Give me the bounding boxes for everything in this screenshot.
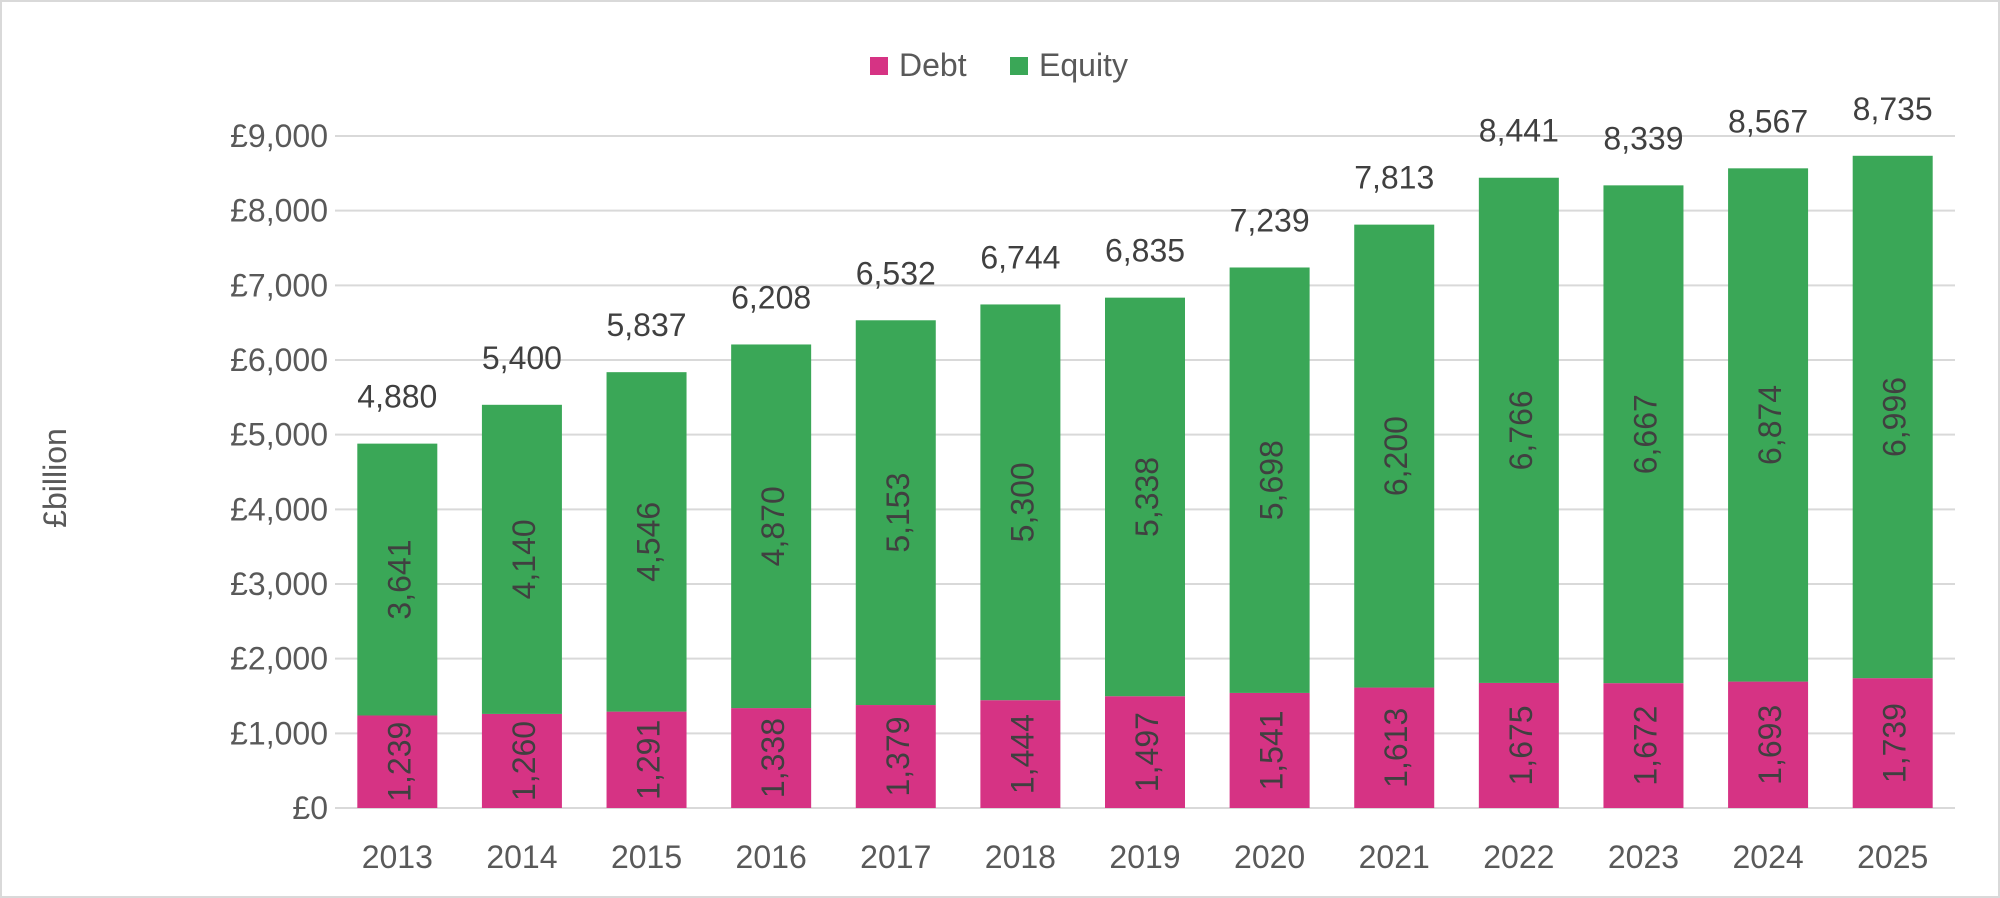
bar-debt-2018 [980, 700, 1061, 808]
x-tick-label: 2017 [860, 839, 931, 875]
y-tick-label: £1,000 [230, 715, 328, 751]
data-label-debt: 1,291 [631, 720, 667, 800]
total-label: 8,567 [1728, 103, 1808, 139]
bar-equity-2017 [855, 320, 936, 706]
total-label: 6,532 [856, 255, 936, 291]
data-label-equity: 6,874 [1752, 385, 1788, 465]
legend-label-equity: Equity [1039, 47, 1128, 83]
data-label-equity: 6,200 [1378, 416, 1414, 496]
data-label-equity: 5,300 [1004, 462, 1040, 542]
x-tick-label: 2024 [1732, 839, 1803, 875]
y-tick-label: £9,000 [230, 118, 328, 154]
legend-swatch-equity [1010, 57, 1028, 75]
data-label-equity: 6,996 [1877, 377, 1913, 457]
total-label: 8,735 [1853, 91, 1933, 127]
bar-debt-2023 [1603, 683, 1684, 808]
total-label: 8,339 [1603, 120, 1683, 156]
total-label: 5,400 [482, 340, 562, 376]
y-tick-label: £7,000 [230, 267, 328, 303]
bars: 1,239 3,641 4,880 1,260 4,140 5,400 1,291 4,546… [357, 91, 1933, 808]
data-label-equity: 5,338 [1129, 457, 1165, 537]
data-label-debt: 1,675 [1503, 705, 1539, 785]
bar-debt-2014 [481, 713, 562, 808]
x-tick-label: 2013 [362, 839, 433, 875]
gridlines [335, 135, 1955, 809]
data-label-debt: 1,239 [381, 722, 417, 802]
legend-swatch-debt [870, 57, 888, 75]
data-label-debt: 1,260 [506, 721, 542, 801]
bar-debt-2019 [1105, 696, 1185, 808]
bar-debt-2020 [1229, 692, 1310, 808]
bar-equity-2020 [1229, 267, 1310, 693]
x-tick-label: 2025 [1857, 839, 1928, 875]
data-label-equity: 5,698 [1254, 440, 1290, 520]
data-label-equity: 4,546 [631, 502, 667, 582]
bar-equity-2024 [1728, 168, 1809, 682]
bar-equity-2025 [1852, 155, 1933, 679]
y-tick-label: £3,000 [230, 566, 328, 602]
total-label: 6,835 [1105, 233, 1185, 269]
bar-debt-2025 [1852, 678, 1933, 808]
x-axis-ticks: 2013 2014 2015 2016 2017 2018 2019 2020 2021 2022… [362, 839, 1929, 875]
bar-debt-2015 [606, 711, 687, 808]
y-tick-label: £8,000 [230, 193, 328, 229]
x-tick-label: 2019 [1109, 839, 1180, 875]
x-tick-label: 2021 [1359, 839, 1430, 875]
bar-equity-2018 [980, 304, 1061, 701]
total-label: 8,441 [1479, 113, 1559, 149]
y-axis-title: £billion [37, 428, 73, 528]
y-tick-label: £2,000 [230, 641, 328, 677]
bar-debt-2024 [1728, 681, 1809, 808]
data-label-debt: 1,444 [1004, 714, 1040, 794]
data-label-equity: 6,766 [1503, 390, 1539, 470]
bar-equity-2013 [357, 443, 438, 716]
bar-debt-2016 [731, 708, 812, 808]
total-label: 6,744 [980, 239, 1060, 275]
bar-equity-2014 [481, 404, 562, 714]
x-tick-label: 2014 [486, 839, 557, 875]
bar-debt-2021 [1354, 687, 1435, 808]
bar-equity-2023 [1603, 185, 1684, 684]
bar-equity-2022 [1478, 177, 1559, 683]
data-label-equity: 4,870 [755, 486, 791, 566]
x-tick-label: 2016 [736, 839, 807, 875]
legend: Debt Equity [870, 47, 1128, 83]
bar-equity-2019 [1105, 297, 1185, 697]
total-label: 6,208 [731, 279, 811, 315]
data-label-equity: 5,153 [880, 473, 916, 553]
x-tick-label: 2020 [1234, 839, 1305, 875]
data-label-debt: 1,497 [1129, 712, 1165, 792]
data-label-debt: 1,338 [755, 718, 791, 798]
data-label-equity: 4,140 [506, 519, 542, 599]
x-tick-label: 2018 [985, 839, 1056, 875]
data-label-debt: 1,541 [1254, 710, 1290, 790]
y-axis-ticks: £0 £1,000 £2,000 £3,000 £4,000 £5,000 £6,000 £7… [230, 118, 328, 826]
x-tick-label: 2023 [1608, 839, 1679, 875]
x-tick-label: 2015 [611, 839, 682, 875]
data-label-equity: 6,667 [1627, 394, 1663, 474]
bar-debt-2022 [1478, 682, 1559, 808]
y-tick-label: £5,000 [230, 417, 328, 453]
y-tick-label: £4,000 [230, 491, 328, 527]
bar-debt-2013 [357, 715, 438, 808]
y-tick-label: £0 [292, 790, 328, 826]
data-label-debt: 1,672 [1627, 706, 1663, 786]
data-label-debt: 1,613 [1378, 708, 1414, 788]
data-label-equity: 3,641 [381, 540, 417, 620]
total-label: 7,239 [1230, 202, 1310, 238]
y-tick-label: £6,000 [230, 342, 328, 378]
legend-label-debt: Debt [899, 47, 967, 83]
data-label-debt: 1,693 [1752, 705, 1788, 785]
bar-debt-2017 [855, 705, 936, 808]
x-tick-label: 2022 [1483, 839, 1554, 875]
data-label-debt: 1,739 [1877, 703, 1913, 783]
bar-equity-2021 [1354, 224, 1435, 688]
total-label: 4,880 [357, 379, 437, 415]
data-label-debt: 1,379 [880, 716, 916, 796]
total-label: 7,813 [1354, 160, 1434, 196]
total-label: 5,837 [606, 307, 686, 343]
bar-equity-2015 [606, 372, 687, 712]
bar-equity-2016 [731, 344, 812, 709]
